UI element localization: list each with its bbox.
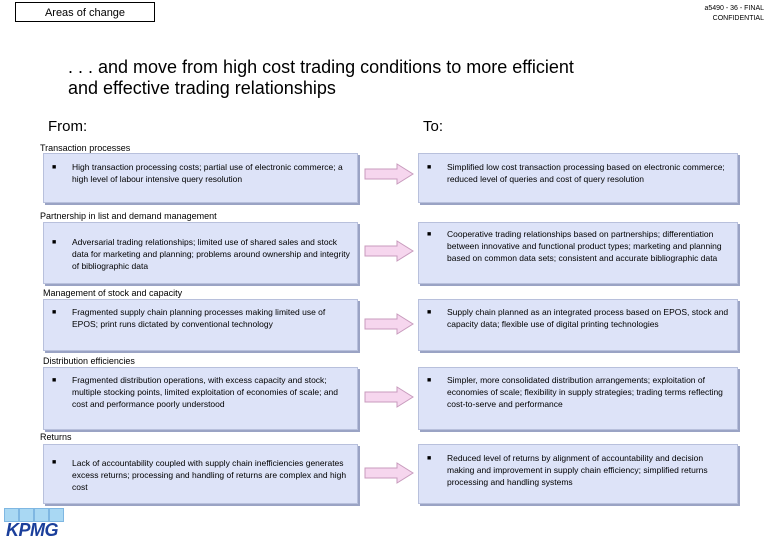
bullet-icon: ■ — [427, 455, 432, 462]
from-text: Lack of accountability coupled with supp… — [72, 458, 347, 492]
to-heading: To: — [423, 118, 444, 135]
to-text: Cooperative trading relationships based … — [447, 229, 722, 263]
to-text: Reduced level of returns by alignment of… — [447, 453, 708, 487]
bullet-icon: ■ — [52, 309, 57, 316]
to-box-distribution: ■ Simpler, more consolidated distributio… — [418, 367, 738, 430]
to-box-stock: ■ Supply chain planned as an integrated … — [418, 299, 738, 351]
to-box-partnership: ■ Cooperative trading relationships base… — [418, 222, 738, 284]
section-label-stock: Management of stock and capacity — [43, 288, 183, 298]
section-label-transaction: Transaction processes — [40, 143, 131, 153]
section-label-partnership: Partnership in list and demand managemen… — [40, 211, 217, 221]
bullet-icon: ■ — [52, 459, 57, 466]
bullet-icon: ■ — [52, 377, 57, 384]
to-box-returns: ■ Reduced level of returns by alignment … — [418, 444, 738, 504]
kpmg-logo: KPMG — [2, 508, 66, 540]
from-box-returns: ■ Lack of accountability coupled with su… — [43, 444, 358, 504]
section-label-distribution: Distribution efficiencies — [43, 356, 135, 366]
bullet-icon: ■ — [427, 231, 432, 238]
to-text: Simpler, more consolidated distribution … — [447, 375, 723, 409]
arrow-right-icon — [364, 163, 414, 185]
from-box-stock: ■ Fragmented supply chain planning proce… — [43, 299, 358, 351]
to-text: Simplified low cost transaction processi… — [447, 162, 725, 184]
page-title: . . . and move from high cost trading co… — [68, 57, 748, 99]
from-text: Fragmented supply chain planning process… — [72, 307, 326, 329]
confidential-label: CONFIDENTIAL — [712, 15, 764, 22]
to-box-transaction: ■ Simplified low cost transaction proces… — [418, 153, 738, 203]
arrow-right-icon — [364, 386, 414, 408]
bullet-icon: ■ — [427, 309, 432, 316]
from-box-partnership: ■ Adversarial trading relationships; lim… — [43, 222, 358, 284]
arrow-right-icon — [364, 240, 414, 262]
reference-code: a5490 - 36 - FINAL — [704, 5, 764, 12]
bullet-icon: ■ — [427, 377, 432, 384]
logo-text: KPMG — [6, 520, 59, 540]
bullet-icon: ■ — [52, 164, 57, 171]
arrow-right-icon — [364, 462, 414, 484]
arrow-right-icon — [364, 313, 414, 335]
from-text: High transaction processing costs; parti… — [72, 162, 343, 184]
title-line-1: . . . and move from high cost trading co… — [68, 57, 574, 77]
from-heading: From: — [48, 118, 88, 135]
from-box-transaction: ■ High transaction processing costs; par… — [43, 153, 358, 203]
bullet-icon: ■ — [427, 164, 432, 171]
section-tag: Areas of change — [15, 2, 155, 22]
document-reference: a5490 - 36 - FINAL CONFIDENTIAL — [704, 4, 764, 24]
section-label-returns: Returns — [40, 432, 72, 442]
from-text: Fragmented distribution operations, with… — [72, 375, 339, 409]
title-line-2: and effective trading relationships — [68, 78, 336, 98]
bullet-icon: ■ — [52, 239, 57, 246]
to-text: Supply chain planned as an integrated pr… — [447, 307, 729, 329]
from-box-distribution: ■ Fragmented distribution operations, wi… — [43, 367, 358, 430]
from-text: Adversarial trading relationships; limit… — [72, 237, 350, 271]
